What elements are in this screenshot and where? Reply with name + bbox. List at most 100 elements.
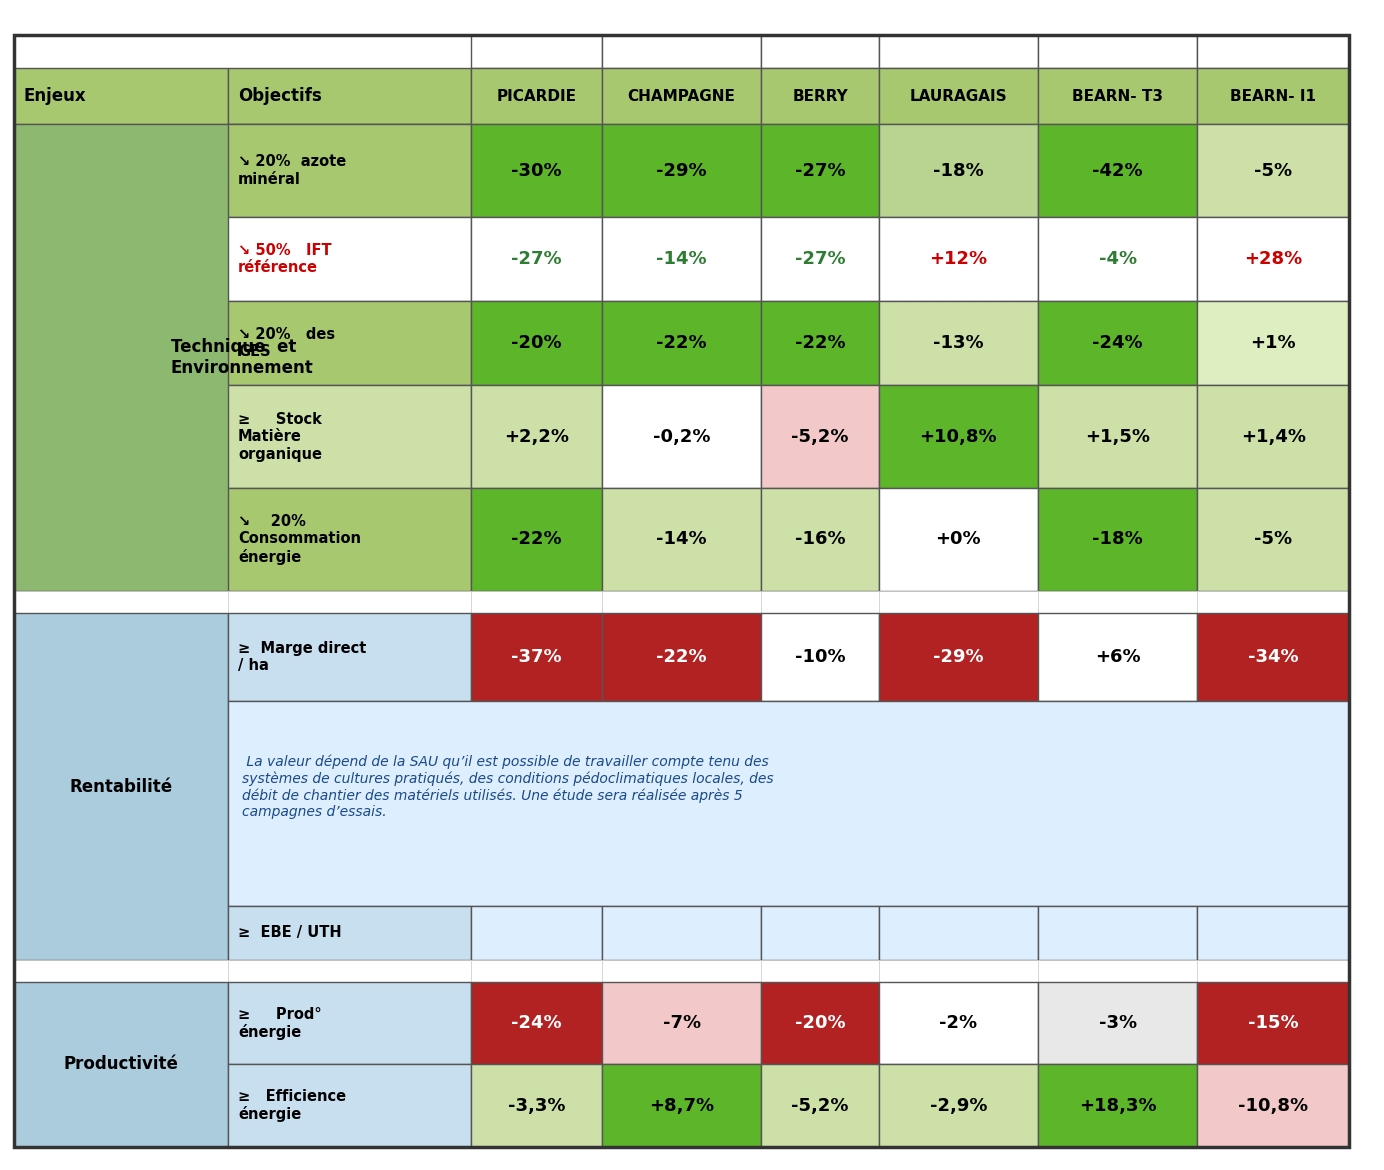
Bar <box>228 959 471 983</box>
Bar <box>1038 613 1197 701</box>
Text: -20%: -20% <box>511 335 562 352</box>
Text: -14%: -14% <box>656 530 707 549</box>
Text: -0,2%: -0,2% <box>653 428 710 446</box>
Bar <box>879 591 1038 613</box>
Bar <box>228 488 471 591</box>
Bar <box>1197 983 1349 1065</box>
Bar <box>761 488 879 591</box>
Bar <box>761 124 879 216</box>
Bar <box>14 959 228 983</box>
Text: BEARN- T3: BEARN- T3 <box>1073 89 1163 104</box>
Text: +12%: +12% <box>930 250 987 268</box>
Text: +1,4%: +1,4% <box>1241 428 1305 446</box>
Text: -29%: -29% <box>656 161 707 180</box>
Bar <box>228 983 471 1065</box>
Text: -4%: -4% <box>1099 250 1136 268</box>
Text: ≥     Prod°
énergie: ≥ Prod° énergie <box>238 1006 321 1040</box>
Bar <box>879 1065 1038 1147</box>
Bar <box>471 591 602 613</box>
Text: Rentabilité: Rentabilité <box>69 778 173 796</box>
Bar <box>1197 216 1349 301</box>
Bar <box>761 959 879 983</box>
Bar <box>761 1065 879 1147</box>
Bar <box>1038 385 1197 488</box>
Text: -5,2%: -5,2% <box>792 428 848 446</box>
Bar <box>879 983 1038 1065</box>
Bar <box>1038 591 1197 613</box>
Text: -27%: -27% <box>794 161 846 180</box>
Bar <box>879 301 1038 385</box>
Bar <box>228 68 471 124</box>
Text: -2,9%: -2,9% <box>930 1096 987 1115</box>
Bar <box>602 613 761 701</box>
Bar <box>1038 983 1197 1065</box>
Bar <box>1197 385 1349 488</box>
Bar <box>471 124 602 216</box>
Text: +1%: +1% <box>1251 335 1295 352</box>
Bar <box>761 907 879 959</box>
Text: -16%: -16% <box>794 530 846 549</box>
Bar <box>1038 1065 1197 1147</box>
Bar <box>761 983 879 1065</box>
Text: +0%: +0% <box>936 530 981 549</box>
Bar <box>602 983 761 1065</box>
Text: ≥  EBE / UTH: ≥ EBE / UTH <box>238 925 342 941</box>
Bar <box>228 907 471 959</box>
Bar <box>602 907 761 959</box>
Bar <box>1197 35 1349 68</box>
Bar <box>1038 959 1197 983</box>
Text: +2,2%: +2,2% <box>504 428 569 446</box>
Text: -7%: -7% <box>663 1014 700 1032</box>
Text: +8,7%: +8,7% <box>649 1096 714 1115</box>
Bar <box>471 68 602 124</box>
Text: -20%: -20% <box>794 1014 846 1032</box>
Bar <box>1038 216 1197 301</box>
Bar <box>602 959 761 983</box>
Bar <box>1197 959 1349 983</box>
Bar <box>14 983 228 1147</box>
Bar <box>602 68 761 124</box>
Bar <box>228 701 1349 907</box>
Text: -24%: -24% <box>511 1014 562 1032</box>
Text: Objectifs: Objectifs <box>238 88 322 105</box>
Text: -5%: -5% <box>1254 161 1293 180</box>
Bar <box>471 488 602 591</box>
Text: ↘ 20%   des
GES: ↘ 20% des GES <box>238 328 335 359</box>
Bar <box>879 907 1038 959</box>
Text: -3%: -3% <box>1099 1014 1136 1032</box>
Text: -22%: -22% <box>511 530 562 549</box>
Bar <box>14 124 471 591</box>
Bar <box>761 216 879 301</box>
Bar <box>602 35 761 68</box>
Bar <box>1038 35 1197 68</box>
Text: +1,5%: +1,5% <box>1085 428 1150 446</box>
Bar <box>761 385 879 488</box>
Text: +6%: +6% <box>1095 648 1140 666</box>
Bar <box>879 385 1038 488</box>
Text: -18%: -18% <box>1092 530 1143 549</box>
Bar <box>228 124 471 216</box>
Bar <box>602 385 761 488</box>
Bar <box>602 124 761 216</box>
Bar <box>761 613 879 701</box>
Text: Productivité: Productivité <box>64 1055 179 1073</box>
Text: -5%: -5% <box>1254 530 1293 549</box>
Bar <box>471 983 602 1065</box>
Bar <box>471 613 602 701</box>
Text: ↘ 50%   IFT
référence: ↘ 50% IFT référence <box>238 243 332 275</box>
Bar <box>1197 124 1349 216</box>
Bar <box>879 613 1038 701</box>
Bar <box>602 216 761 301</box>
Bar <box>228 216 471 301</box>
Text: BERRY: BERRY <box>792 89 848 104</box>
Text: -22%: -22% <box>794 335 846 352</box>
Text: -42%: -42% <box>1092 161 1143 180</box>
Bar <box>1197 301 1349 385</box>
Bar <box>1197 907 1349 959</box>
Bar <box>879 216 1038 301</box>
Text: -27%: -27% <box>511 250 562 268</box>
Bar <box>879 35 1038 68</box>
Text: Enjeux: Enjeux <box>24 88 86 105</box>
Bar <box>228 1065 471 1147</box>
Bar <box>602 591 761 613</box>
